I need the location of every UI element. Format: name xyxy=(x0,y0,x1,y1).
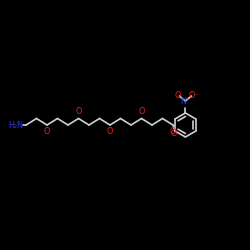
Text: O: O xyxy=(107,128,113,136)
Text: N⁺: N⁺ xyxy=(180,96,190,106)
Text: O⁻: O⁻ xyxy=(188,92,199,100)
Text: O: O xyxy=(138,107,145,116)
Text: H₂N: H₂N xyxy=(8,120,24,130)
Text: O: O xyxy=(171,130,177,138)
Text: O: O xyxy=(75,107,82,116)
Text: O: O xyxy=(170,128,176,136)
Text: O: O xyxy=(174,92,180,100)
Text: O: O xyxy=(44,128,50,136)
